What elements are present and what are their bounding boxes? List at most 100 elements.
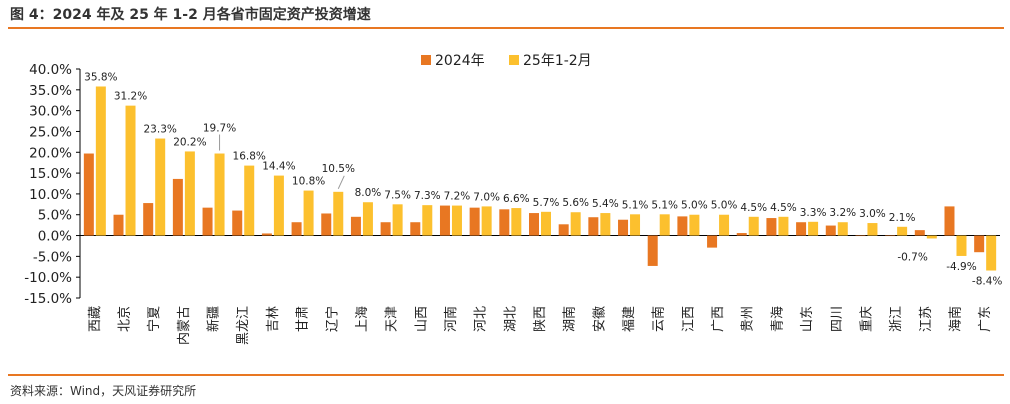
bar-2025-jan-feb bbox=[184, 151, 195, 236]
bar-2025-jan-feb bbox=[600, 213, 611, 236]
x-category-label: 安徽 bbox=[592, 306, 607, 332]
bar-2025-jan-feb bbox=[362, 202, 373, 236]
data-label: 8.0% bbox=[355, 187, 382, 199]
bar-2024 bbox=[796, 222, 807, 236]
y-tick-label: 40.0% bbox=[29, 62, 72, 78]
x-category-label: 河北 bbox=[474, 306, 489, 332]
x-category-label: 河南 bbox=[443, 306, 459, 332]
bar-2025-jan-feb bbox=[689, 214, 700, 236]
bar-2024 bbox=[321, 213, 332, 236]
y-tick-label: 0.0% bbox=[38, 229, 72, 245]
bar-2024 bbox=[232, 210, 243, 236]
bar-2024 bbox=[677, 216, 688, 236]
x-category-label: 广东 bbox=[978, 306, 993, 332]
y-tick-label: -15.0% bbox=[24, 291, 72, 307]
bar-2025-jan-feb bbox=[214, 153, 225, 236]
data-labels: 35.8% 31.2% 23.3%20.2%19.7% 16.8%14.4% 10.8%… bbox=[84, 71, 1002, 287]
x-category-label: 甘肃 bbox=[296, 306, 311, 332]
x-category-label: 四川 bbox=[830, 306, 845, 332]
data-label: 3.2% bbox=[829, 207, 856, 219]
y-tick-label: 15.0% bbox=[29, 166, 72, 182]
bar-2024 bbox=[350, 216, 361, 236]
data-label: 7.5% bbox=[384, 189, 411, 201]
data-label: 5.7% bbox=[533, 197, 560, 209]
data-label: 7.0% bbox=[473, 191, 500, 203]
data-label: 23.3% bbox=[144, 124, 177, 136]
bar-2025-jan-feb bbox=[570, 212, 581, 236]
x-category-label: 江西 bbox=[681, 306, 696, 332]
bar-2024 bbox=[172, 178, 183, 236]
bar-2024 bbox=[885, 235, 896, 237]
bar-2025-jan-feb bbox=[659, 214, 670, 236]
data-label: 5.4% bbox=[592, 198, 619, 210]
bar-2025-jan-feb bbox=[155, 138, 166, 236]
y-tick-label: 35.0% bbox=[29, 83, 72, 99]
legend: 2024年 25年1-2月 bbox=[421, 53, 592, 69]
data-label: 5.1% bbox=[651, 199, 678, 211]
data-label: 6.6% bbox=[503, 193, 530, 205]
data-label: 3.3% bbox=[800, 207, 827, 219]
bar-2025-jan-feb bbox=[333, 191, 344, 236]
data-label: -8.4% bbox=[972, 276, 1002, 288]
bar-2024 bbox=[113, 214, 124, 236]
data-label: 19.7% bbox=[203, 123, 236, 135]
bar-2025-jan-feb bbox=[125, 105, 136, 236]
bar-2024 bbox=[380, 222, 391, 236]
bar-2025-jan-feb bbox=[897, 226, 908, 236]
x-category-label: 辽宁 bbox=[324, 306, 340, 332]
bars bbox=[83, 86, 997, 271]
bar-2025-jan-feb bbox=[926, 235, 937, 239]
bar-2025-jan-feb bbox=[511, 208, 522, 236]
bar-2024 bbox=[974, 235, 985, 253]
legend-swatch bbox=[421, 55, 431, 65]
bar-2025-jan-feb bbox=[392, 204, 403, 236]
x-category-label: 贵州 bbox=[741, 306, 756, 332]
bar-2024 bbox=[439, 205, 450, 236]
bar-2025-jan-feb bbox=[867, 223, 878, 236]
bar-2024 bbox=[529, 213, 539, 236]
y-tick-label: -10.0% bbox=[24, 270, 72, 286]
bar-2025-jan-feb bbox=[273, 175, 284, 236]
data-label: 5.1% bbox=[622, 199, 649, 211]
source-rule bbox=[8, 374, 1004, 376]
bar-2025-jan-feb bbox=[244, 165, 255, 236]
data-label: 2.1% bbox=[889, 212, 916, 224]
bar-2024 bbox=[766, 218, 777, 236]
x-category-label: 山东 bbox=[800, 306, 815, 332]
x-category-label: 福建 bbox=[622, 306, 637, 332]
bar-2025-jan-feb bbox=[95, 86, 106, 236]
data-label: 31.2% bbox=[114, 91, 147, 103]
x-category-label: 宁夏 bbox=[146, 306, 162, 332]
x-axis: 西藏 北京 宁夏 内蒙古 新疆 黑龙江 吉林 甘肃 辽宁 上海 天津 山西 河南 河北 湖北 陕西 湖南 安徽 福建… bbox=[88, 306, 993, 345]
data-label: -0.7% bbox=[897, 251, 927, 263]
bar-2025-jan-feb bbox=[541, 211, 551, 236]
bar-2025-jan-feb bbox=[986, 235, 997, 271]
x-category-label: 吉林 bbox=[266, 306, 281, 332]
bar-2025-jan-feb bbox=[451, 205, 462, 236]
bar-2024 bbox=[143, 203, 154, 236]
bar-2024 bbox=[558, 224, 569, 236]
chart-title: 图 4：2024 年及 25 年 1-2 月各省市固定资产投资增速 bbox=[10, 7, 371, 23]
data-label: 35.8% bbox=[84, 71, 117, 83]
data-label: 3.0% bbox=[859, 208, 886, 220]
legend-label: 2024年 bbox=[435, 53, 485, 69]
data-label: 5.6% bbox=[562, 197, 589, 209]
y-tick-label: 30.0% bbox=[29, 104, 72, 120]
bar-2025-jan-feb bbox=[778, 216, 789, 236]
x-category-label: 西藏 bbox=[88, 306, 103, 332]
bar-2025-jan-feb bbox=[837, 222, 848, 236]
bar-2024 bbox=[83, 153, 94, 236]
title-rule bbox=[8, 27, 1004, 29]
data-label: 7.3% bbox=[414, 190, 441, 202]
data-label: -4.9% bbox=[946, 261, 976, 273]
data-label: 7.2% bbox=[444, 191, 471, 203]
bar-2024 bbox=[469, 207, 480, 236]
y-tick-label: 25.0% bbox=[29, 124, 72, 140]
bar-2024 bbox=[499, 209, 510, 236]
bar-2025-jan-feb bbox=[719, 214, 730, 236]
x-category-label: 陕西 bbox=[533, 306, 548, 332]
y-tick-label: 5.0% bbox=[38, 208, 72, 224]
bar-2024 bbox=[825, 225, 836, 236]
bar-2025-jan-feb bbox=[956, 235, 967, 256]
x-category-label: 内蒙古 bbox=[176, 306, 192, 345]
